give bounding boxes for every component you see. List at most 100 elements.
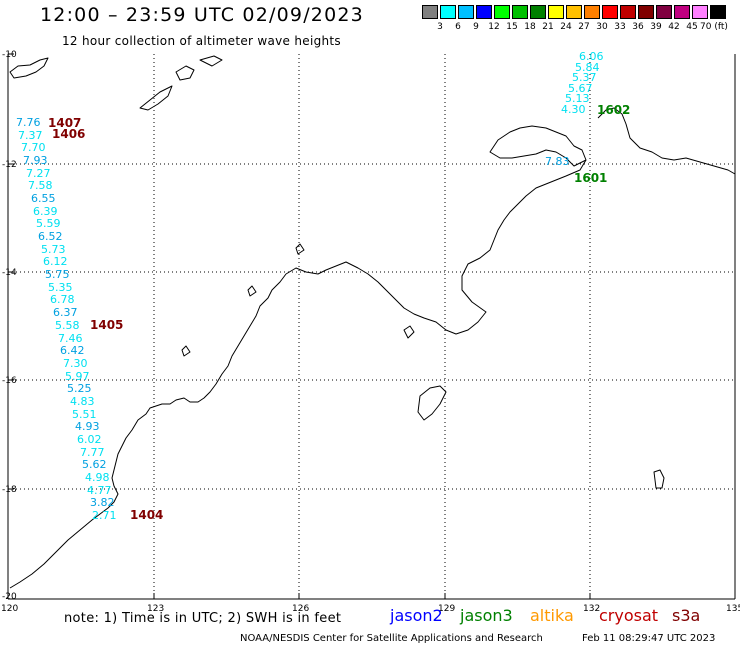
page-title: 12:00 – 23:59 UTC 02/09/2023	[40, 4, 364, 26]
grid-lines	[8, 54, 735, 599]
scale-swatch	[710, 5, 726, 19]
map-frame	[7, 53, 736, 600]
wave-value: 7.58	[28, 179, 53, 192]
wave-value: 2.71	[92, 509, 117, 522]
wave-value-jason3: 7.83	[545, 155, 570, 168]
scale-swatch	[440, 5, 456, 19]
credit-line: NOAA/NESDIS Center for Satellite Applica…	[240, 633, 543, 644]
wave-value: 5.51	[72, 408, 97, 421]
scale-label: 12	[488, 22, 500, 32]
wave-value: 6.39	[33, 205, 58, 218]
scale-swatch	[458, 5, 474, 19]
wave-value: 5.13	[565, 92, 590, 105]
scale-swatch	[692, 5, 708, 19]
scale-swatch	[566, 5, 582, 19]
wave-value: 7.70	[21, 141, 46, 154]
pass-label-1406: 1406	[52, 127, 86, 141]
wave-value: 6.02	[77, 433, 102, 446]
wave-value: 6.78	[50, 293, 75, 306]
scale-swatch	[530, 5, 546, 19]
scale-label: 9	[473, 22, 479, 32]
scale-label: 3	[437, 22, 443, 32]
wave-value: 5.73	[41, 243, 66, 256]
wave-value: 6.42	[60, 344, 85, 357]
wave-value: 6.52	[38, 230, 63, 243]
coastline	[9, 55, 736, 589]
wave-value: 5.75	[45, 268, 70, 281]
scale-unit: 70 (ft)	[700, 22, 728, 32]
scale-label: 36	[632, 22, 644, 32]
scale-swatch	[620, 5, 636, 19]
wave-value: 4.83	[70, 395, 95, 408]
wave-value: 7.46	[58, 332, 83, 345]
scale-swatch	[638, 5, 654, 19]
lat-label: -20	[2, 592, 17, 602]
lat-label: -14	[2, 268, 17, 278]
scale-swatch	[512, 5, 528, 19]
wave-value: 4.98	[85, 471, 110, 484]
lat-label: -16	[2, 376, 17, 386]
pass-label-1602: 1602	[597, 103, 631, 117]
scale-label: 27	[578, 22, 590, 32]
wave-value: 5.84	[575, 61, 600, 74]
lon-label: 123	[147, 604, 165, 614]
pass-label-1407: 1407	[48, 116, 82, 130]
wave-value: 6.12	[43, 255, 68, 268]
scale-label: 6	[455, 22, 461, 32]
wave-value: 5.59	[36, 217, 61, 230]
wave-value: 5.97	[65, 370, 90, 383]
pass-label-1601: 1601	[574, 171, 608, 185]
wave-value: 4.93	[75, 420, 100, 433]
wave-value: 5.37	[572, 71, 597, 84]
scale-label: 42	[668, 22, 680, 32]
scale-swatch	[476, 5, 492, 19]
legend-jason2: jason2	[390, 606, 443, 625]
lat-label: -10	[2, 50, 17, 60]
lat-label: -12	[2, 160, 17, 170]
scale-label: 33	[614, 22, 626, 32]
wave-value: 6.55	[31, 192, 56, 205]
lon-label: 132	[583, 604, 601, 614]
scale-swatch	[674, 5, 690, 19]
legend-cryosat: cryosat	[599, 606, 659, 625]
lon-label: 126	[292, 604, 310, 614]
scale-swatch	[494, 5, 510, 19]
lon-label: 135	[726, 604, 740, 614]
legend-jason3: jason3	[460, 606, 513, 625]
wave-value: 5.35	[48, 281, 73, 294]
scale-label: 24	[560, 22, 572, 32]
page-subtitle: 12 hour collection of altimeter wave hei…	[62, 34, 341, 48]
generation-timestamp: Feb 11 08:29:47 UTC 2023	[582, 633, 716, 644]
scale-swatch	[656, 5, 672, 19]
scale-swatch	[584, 5, 600, 19]
scale-label: 39	[650, 22, 662, 32]
lat-label: -18	[2, 485, 17, 495]
wave-value: 5.62	[82, 458, 107, 471]
legend-s3a: s3a	[672, 606, 701, 625]
scale-label: 15	[506, 22, 518, 32]
scale-swatch	[422, 5, 438, 19]
lon-label: 129	[438, 604, 456, 614]
wave-value: 7.30	[63, 357, 88, 370]
wave-value: 5.67	[568, 82, 593, 95]
wave-value: 7.93	[23, 154, 48, 167]
wave-value: 3.82	[90, 496, 115, 509]
pass-label-1404: 1404	[130, 508, 164, 522]
wave-value: 6.37	[53, 306, 78, 319]
lon-label: 120	[1, 604, 19, 614]
scale-label: 18	[524, 22, 536, 32]
wave-value: 7.76	[16, 116, 41, 129]
pass-label-1405: 1405	[90, 318, 124, 332]
wave-value: 5.25	[67, 382, 92, 395]
scale-label: 45	[686, 22, 698, 32]
scale-label: 21	[542, 22, 554, 32]
wave-value: 7.27	[26, 167, 51, 180]
wave-value: 6.06	[579, 50, 604, 63]
wave-value: 7.37	[18, 129, 43, 142]
footer-note: note: 1) Time is in UTC; 2) SWH is in fe…	[64, 611, 342, 626]
scale-swatch	[548, 5, 564, 19]
wave-value: 7.77	[80, 446, 105, 459]
wave-value: 4.77	[87, 484, 112, 497]
wave-value: 5.58	[55, 319, 80, 332]
